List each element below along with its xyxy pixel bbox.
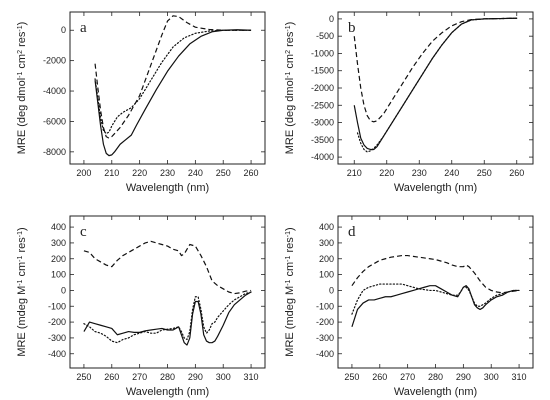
y-tick-label: 0 <box>329 14 334 24</box>
x-tick-label: 250 <box>344 372 359 382</box>
x-tick-label: 240 <box>444 168 459 178</box>
panel-letter: b <box>348 20 356 36</box>
panel-b: 210 220 230 240 250 260 0 -500 -1000 -1500 -2000 -2… <box>284 11 534 194</box>
plot-frame <box>337 11 534 165</box>
x-tick-label: 260 <box>509 168 524 178</box>
x-tick-label: 250 <box>216 168 231 178</box>
y-tick-label: -1500 <box>311 66 334 76</box>
series-dashed <box>83 240 252 295</box>
y-tick-label: -300 <box>48 333 66 343</box>
panel-d: 250 260 270 280 290 300 310 400 300 200 100 0 -100 -2… <box>284 215 534 398</box>
x-tick-label: 310 <box>244 372 259 382</box>
y-tick-label: -100 <box>48 301 66 311</box>
x-tick-label: 260 <box>244 168 259 178</box>
x-tick-label: 260 <box>104 372 119 382</box>
panel-a: 200 210 220 230 240 250 260 0 -2000 -4000 -6000 -80… <box>16 11 266 194</box>
y-tick-label: -2000 <box>311 83 334 93</box>
panel-letter: c <box>80 224 87 240</box>
plot-frame <box>69 215 266 369</box>
y-tick-label: -400 <box>48 349 66 359</box>
x-tick-label: 280 <box>428 372 443 382</box>
y-tick-label: -8000 <box>43 147 66 157</box>
x-tick-label: 290 <box>188 372 203 382</box>
y-tick-label: -500 <box>316 31 334 41</box>
x-tick-label: 210 <box>347 168 362 178</box>
x-tick-label: 270 <box>400 372 415 382</box>
panel-letter: d <box>348 224 356 240</box>
series-dashed <box>94 15 252 139</box>
series-dashed <box>353 17 517 123</box>
y-tick-label: -200 <box>316 317 334 327</box>
y-tick-label: 200 <box>319 254 334 264</box>
y-tick-label: 300 <box>51 238 66 248</box>
x-axis-label: Wavelength (nm) <box>126 386 209 398</box>
x-axis-label: Wavelength (nm) <box>394 386 477 398</box>
y-axis-label: MRE (mdeg M-1 cm-1 res-1) <box>284 227 296 356</box>
y-tick-label: -2500 <box>311 100 334 110</box>
x-tick-label: 250 <box>477 168 492 178</box>
x-tick-label: 210 <box>104 168 119 178</box>
y-axis-label: MRE (deg dmol-1 cm2 res-1) <box>16 22 28 155</box>
x-tick-label: 310 <box>512 372 527 382</box>
y-tick-label: -6000 <box>43 116 66 126</box>
series-dotted <box>94 29 252 135</box>
y-tick-label: 200 <box>51 254 66 264</box>
x-tick-label: 250 <box>76 372 91 382</box>
y-tick-label: -400 <box>316 349 334 359</box>
y-tick-label: 400 <box>51 222 66 232</box>
y-tick-label: 100 <box>319 270 334 280</box>
series-solid <box>83 291 252 346</box>
x-tick-label: 300 <box>216 372 231 382</box>
panel-c: 250 260 270 280 290 300 310 400 300 200 100 0 -100 -2… <box>16 215 266 398</box>
x-tick-label: 200 <box>76 168 91 178</box>
series-solid <box>351 285 520 328</box>
y-tick-label: 0 <box>329 285 334 295</box>
y-tick-label: -2000 <box>43 56 66 66</box>
y-tick-label: 0 <box>61 285 66 295</box>
series-dashed <box>351 254 520 294</box>
panel-letter: a <box>80 20 87 36</box>
y-tick-label: 0 <box>61 25 66 35</box>
y-axis-label: MRE (mdeg M-1 cm-1 res-1) <box>16 227 28 356</box>
y-tick-label: -300 <box>316 333 334 343</box>
y-tick-label: -4000 <box>43 86 66 96</box>
y-tick-label: -4000 <box>311 152 334 162</box>
y-tick-label: -3500 <box>311 135 334 145</box>
x-tick-label: 230 <box>412 168 427 178</box>
x-tick-label: 280 <box>160 372 175 382</box>
x-tick-label: 270 <box>132 372 147 382</box>
y-tick-label: 300 <box>319 238 334 248</box>
y-tick-label: -1000 <box>311 48 334 58</box>
x-tick-label: 220 <box>132 168 147 178</box>
y-tick-label: 100 <box>51 270 66 280</box>
x-tick-label: 240 <box>188 168 203 178</box>
x-tick-label: 260 <box>372 372 387 382</box>
y-tick-label: 400 <box>319 222 334 232</box>
series-dotted <box>351 283 520 315</box>
x-tick-label: 300 <box>484 372 499 382</box>
x-tick-label: 220 <box>379 168 394 178</box>
x-axis-label: Wavelength (nm) <box>126 182 209 194</box>
y-axis-label: MRE (deg dmol-1 cm2 res-1) <box>284 22 296 155</box>
x-tick-label: 290 <box>456 372 471 382</box>
series-dotted <box>356 17 518 153</box>
x-tick-label: 230 <box>160 168 175 178</box>
x-axis-label: Wavelength (nm) <box>394 182 477 194</box>
plot-frame <box>69 11 266 165</box>
y-tick-label: -200 <box>48 317 66 327</box>
y-tick-label: -100 <box>316 301 334 311</box>
series-solid <box>94 29 252 157</box>
y-tick-label: -3000 <box>311 118 334 128</box>
series-dotted <box>83 291 252 344</box>
